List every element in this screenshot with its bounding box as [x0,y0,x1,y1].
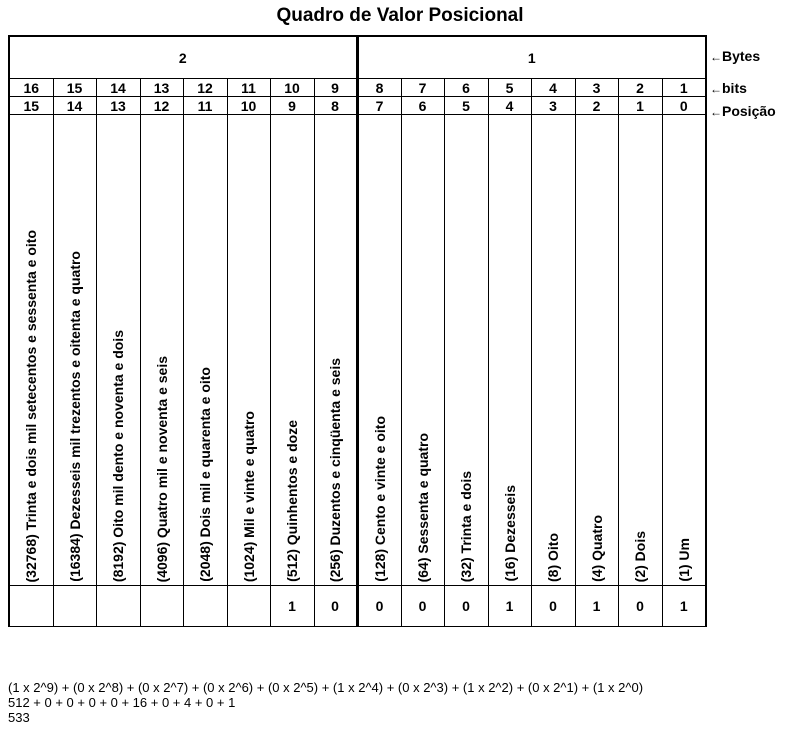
bit-number-cell: 7 [400,78,445,97]
page-title: Quadro de Valor Posicional [276,5,524,26]
calculation-sum: 512 + 0 + 0 + 0 + 0 + 16 + 0 + 4 + 0 + 1 [8,695,236,710]
place-value-table: 2 1 16 15 14 13 12 11 10 9 8 7 6 5 4 3 2 1 15 14 13 12 11 10… [7,35,708,627]
position-cell: 15 [8,96,54,115]
place-value-cell-text: (512) Quinhentos e doze [284,420,300,582]
binary-digit-cell: 0 [400,585,445,627]
place-value-cell-text: (4) Quatro [588,515,605,582]
byte-cell: 1 [356,35,708,79]
place-value-cell-text: (2) Dois [632,530,649,582]
place-value-cell: (1024) Mil e vinte e quatro [226,114,271,586]
place-value-cell: (32768) Trinta e dois mil setecentos e s… [8,114,54,586]
left-arrow-icon: ← [710,105,722,119]
binary-digit-cell [182,585,228,627]
binary-digit-cell: 0 [617,585,663,627]
bit-number-cell: 11 [226,78,271,97]
binary-digit-cell: 0 [530,585,576,627]
binary-digit-cell: 1 [661,585,708,627]
position-cell: 1 [617,96,663,115]
left-arrow-icon: ← [710,82,722,96]
bit-number-cell: 12 [182,78,228,97]
position-cell: 11 [182,96,228,115]
place-value-cell: (16) Dezesseis [487,114,532,586]
position-cell: 10 [226,96,271,115]
calculation-text: (1 x 2^9) + (0 x 2^8) + (0 x 2^7) + (0 x… [8,680,643,725]
position-cell: 14 [52,96,97,115]
place-value-cell: (8) Oito [530,114,576,586]
row-label-bits: ←bits [710,80,747,96]
place-value-cell-text: (128) Cento e vinte e oito [371,416,388,582]
position-cell: 12 [139,96,184,115]
binary-digit-cell [8,585,54,627]
bit-number-cell: 15 [52,78,97,97]
position-cell: 7 [356,96,402,115]
place-value-cell: (512) Quinhentos e doze [269,114,315,586]
position-row: 15 14 13 12 11 10 9 8 7 6 5 4 3 2 1 0 [8,96,708,115]
place-value-cell-text: (16384) Dezesseis mil trezentos e oitent… [66,251,83,582]
place-value-cell: (4) Quatro [574,114,619,586]
place-value-cell-text: (32768) Trinta e dois mil setecentos e s… [23,229,40,582]
place-value-cell: (4096) Quatro mil e noventa e seis [139,114,184,586]
place-value-cell-text: (1024) Mil e vinte e quatro [240,410,257,582]
place-value-cell: (2048) Dois mil e quarenta e oito [182,114,228,586]
row-label-bytes: ←Bytes [710,48,761,64]
place-value-cell-text: (2048) Dois mil e quarenta e oito [197,367,213,582]
place-value-cell: (128) Cento e vinte e oito [356,114,402,586]
bit-number-cell: 6 [443,78,489,97]
binary-digit-cell: 0 [443,585,489,627]
place-value-words-row: (32768) Trinta e dois mil setecentos e s… [8,114,708,586]
place-value-cell-text: (4096) Quatro mil e noventa e seis [153,355,170,582]
place-value-cell-text: (16) Dezesseis [501,485,518,582]
bit-number-cell: 13 [139,78,184,97]
position-cell: 0 [661,96,708,115]
binary-digit-cell [226,585,271,627]
bit-number-cell: 2 [617,78,663,97]
bit-number-cell: 5 [487,78,532,97]
bit-number-cell: 3 [574,78,619,97]
binary-digit-cell: 0 [356,585,402,627]
binary-digit-cell [139,585,184,627]
position-cell: 5 [443,96,489,115]
binary-digit-cell: 1 [269,585,315,627]
binary-digit-cell: 1 [487,585,532,627]
left-arrow-icon: ← [710,50,722,64]
position-cell: 9 [269,96,315,115]
position-cell: 8 [313,96,359,115]
byte-cell: 2 [7,35,359,79]
place-value-cell: (16384) Dezesseis mil trezentos e oitent… [52,114,97,586]
calculation-expansion: (1 x 2^9) + (0 x 2^8) + (0 x 2^7) + (0 x… [8,680,644,695]
place-value-cell-text: (32) Trinta e dois [458,470,475,582]
bit-number-cell: 1 [661,78,708,97]
bit-number-cell: 9 [313,78,359,97]
place-value-cell-text: (1) Um [675,538,692,582]
place-value-cell-text: (64) Sessenta e quatro [414,432,431,582]
bits-row: 16 15 14 13 12 11 10 9 8 7 6 5 4 3 2 1 [8,78,708,97]
place-value-cell: (64) Sessenta e quatro [400,114,445,586]
binary-digit-cell: 0 [313,585,359,627]
binary-digit-cell [52,585,97,627]
place-value-cell: (1) Um [661,114,708,586]
position-cell: 13 [95,96,141,115]
place-value-cell: (32) Trinta e dois [443,114,489,586]
position-cell: 2 [574,96,619,115]
binary-digit-cell [95,585,141,627]
bit-number-cell: 10 [269,78,315,97]
binary-digit-cell: 1 [574,585,619,627]
place-value-cell: (8192) Oito mil dento e noventa e dois [95,114,141,586]
place-value-cell-text: (256) Duzentos e cinqüenta e seis [327,357,344,582]
bit-number-cell: 16 [8,78,54,97]
position-cell: 4 [487,96,532,115]
position-cell: 6 [400,96,445,115]
position-cell: 3 [530,96,576,115]
place-value-cell: (2) Dois [617,114,663,586]
row-label-position: ←Posição [710,103,776,119]
bit-number-cell: 8 [356,78,402,97]
place-value-cell-text: (8192) Oito mil dento e noventa e dois [110,329,126,582]
calculation-result: 533 [8,710,30,725]
place-value-cell: (256) Duzentos e cinqüenta e seis [313,114,359,586]
bit-number-cell: 14 [95,78,141,97]
bytes-row: 2 1 [7,35,708,79]
bit-number-cell: 4 [530,78,576,97]
place-value-cell-text: (8) Oito [545,533,562,582]
